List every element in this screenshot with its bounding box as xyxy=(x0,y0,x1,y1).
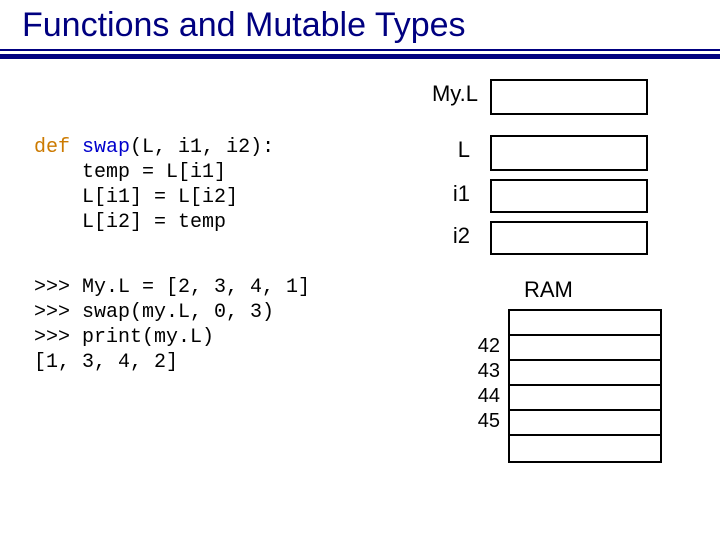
code-line: L[i2] = temp xyxy=(34,211,226,234)
keyword-def: def xyxy=(34,136,70,159)
label-myl: My.L xyxy=(418,81,478,107)
code-line: >>> print(my.L) xyxy=(34,326,214,349)
ram-row xyxy=(510,336,660,361)
label-L: L xyxy=(440,137,470,163)
code-line: temp = L[i1] xyxy=(34,161,226,184)
ram-addr-45: 45 xyxy=(470,410,500,433)
code-line: [1, 3, 4, 2] xyxy=(34,351,178,374)
box-L xyxy=(490,135,648,171)
box-i1 xyxy=(490,179,648,213)
ram-row xyxy=(510,411,660,436)
func-name: swap xyxy=(82,136,130,159)
label-i2: i2 xyxy=(440,223,470,249)
label-ram: RAM xyxy=(524,277,573,303)
ram-row xyxy=(510,436,660,459)
ram-row xyxy=(510,311,660,336)
ram-addr-43: 43 xyxy=(470,360,500,383)
ram-row xyxy=(510,361,660,386)
box-myl xyxy=(490,79,648,115)
code-swap-def: def swap(L, i1, i2): temp = L[i1] L[i1] … xyxy=(34,135,274,235)
ram-addr-44: 44 xyxy=(470,385,500,408)
slide-content: def swap(L, i1, i2): temp = L[i1] L[i1] … xyxy=(0,59,720,529)
code-repl: >>> My.L = [2, 3, 4, 1] >>> swap(my.L, 0… xyxy=(34,275,310,375)
box-i2 xyxy=(490,221,648,255)
ram-row xyxy=(510,386,660,411)
func-sig: (L, i1, i2): xyxy=(130,136,274,159)
ram-grid xyxy=(508,309,662,463)
title-rule xyxy=(0,49,720,59)
code-line: L[i1] = L[i2] xyxy=(34,186,238,209)
ram-addr-42: 42 xyxy=(470,335,500,358)
label-i1: i1 xyxy=(440,181,470,207)
slide-title: Functions and Mutable Types xyxy=(0,0,720,49)
code-line: >>> My.L = [2, 3, 4, 1] xyxy=(34,276,310,299)
code-line: >>> swap(my.L, 0, 3) xyxy=(34,301,274,324)
